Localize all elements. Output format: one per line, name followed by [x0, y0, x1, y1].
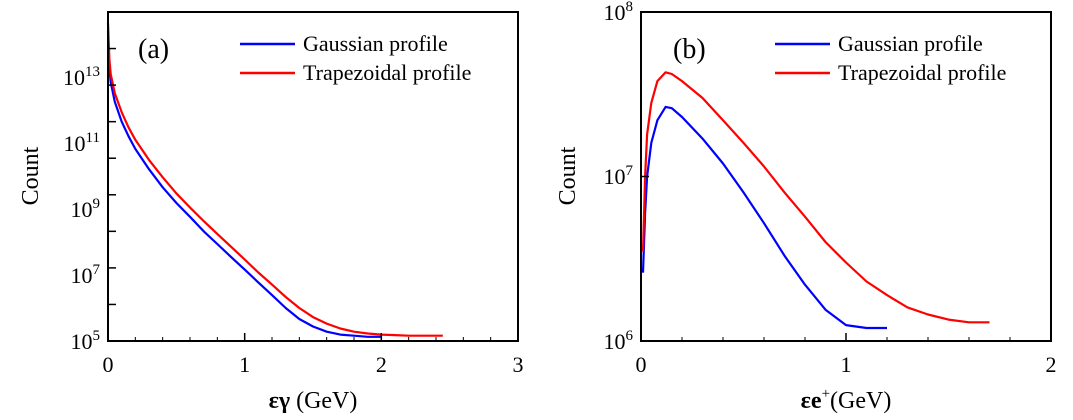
panel-a-series-trapezoidal-profile — [106, 22, 443, 337]
panel-a-y-tick-label: 1011 — [64, 130, 100, 156]
panel-b-x-tick-label: 2 — [1046, 352, 1057, 377]
panel-a-legend: Gaussian profile Trapezoidal profile — [240, 31, 471, 85]
panel-b-x-tick-label: 1 — [841, 352, 852, 377]
panel-b-legend-label-trapezoidal: Trapezoidal profile — [838, 60, 1006, 85]
panel-a-frame — [107, 11, 519, 342]
panel-a-x-tick-label: 3 — [513, 352, 524, 377]
panel-b-y-tick-labels: 106 107 108 — [604, 0, 634, 354]
panel-b-y-tick-label: 108 — [604, 0, 634, 25]
panel-a-y-axis-title: Count — [18, 146, 44, 205]
panel-b-label: (b) — [673, 34, 706, 65]
panel-b-y-tick-label: 107 — [604, 163, 634, 189]
panel-b-x-tick-labels: 0 1 2 — [636, 352, 1057, 377]
panel-a-y-tick-label: 107 — [71, 262, 101, 288]
panel-b-series-trapezoidal-profile — [641, 71, 990, 324]
panel-a-x-axis-title: εγ (GeV) — [269, 388, 358, 414]
panel-a-x-tick-label: 2 — [376, 352, 387, 377]
panel-b-lines — [641, 71, 990, 330]
panel-a-y-tick-label: 109 — [71, 196, 101, 222]
panel-b-y-axis-title: Count — [555, 146, 581, 205]
panel-b-legend: Gaussian profile Trapezoidal profile — [775, 31, 1006, 85]
panel-a-legend-label-gaussian: Gaussian profile — [303, 31, 448, 56]
panel-a-legend-label-trapezoidal: Trapezoidal profile — [303, 60, 471, 85]
panel-b: 0 1 2 106 107 108 Count εe+(GeV) (b) Gau… — [555, 0, 1057, 414]
panel-a-lines — [106, 22, 443, 338]
panel-b-plot-area — [640, 11, 1052, 342]
panel-a-plot-area — [106, 11, 519, 342]
panel-a-y-tick-label: 105 — [71, 328, 101, 354]
panel-a-ticks — [107, 11, 519, 342]
panel-b-x-tick-label: 0 — [636, 352, 647, 377]
panel-b-legend-label-gaussian: Gaussian profile — [838, 31, 983, 56]
panel-b-x-axis-title: εe+(GeV) — [801, 386, 892, 414]
panel-b-y-tick-label: 106 — [604, 328, 634, 354]
panel-a-x-tick-label: 0 — [103, 352, 114, 377]
panel-b-series-gaussian-profile — [641, 105, 887, 330]
panel-a-y-tick-label: 1013 — [63, 64, 100, 90]
panel-a: 0 1 2 3 105 107 109 1011 1013 Count εγ (… — [18, 11, 524, 414]
panel-a-series-gaussian-profile — [106, 31, 382, 338]
panel-a-x-tick-labels: 0 1 2 3 — [103, 352, 524, 377]
panel-a-x-tick-label: 1 — [239, 352, 250, 377]
panel-b-ticks — [640, 11, 1052, 342]
panel-a-y-tick-labels: 105 107 109 1011 1013 — [63, 64, 101, 354]
panel-a-label: (a) — [138, 34, 169, 65]
